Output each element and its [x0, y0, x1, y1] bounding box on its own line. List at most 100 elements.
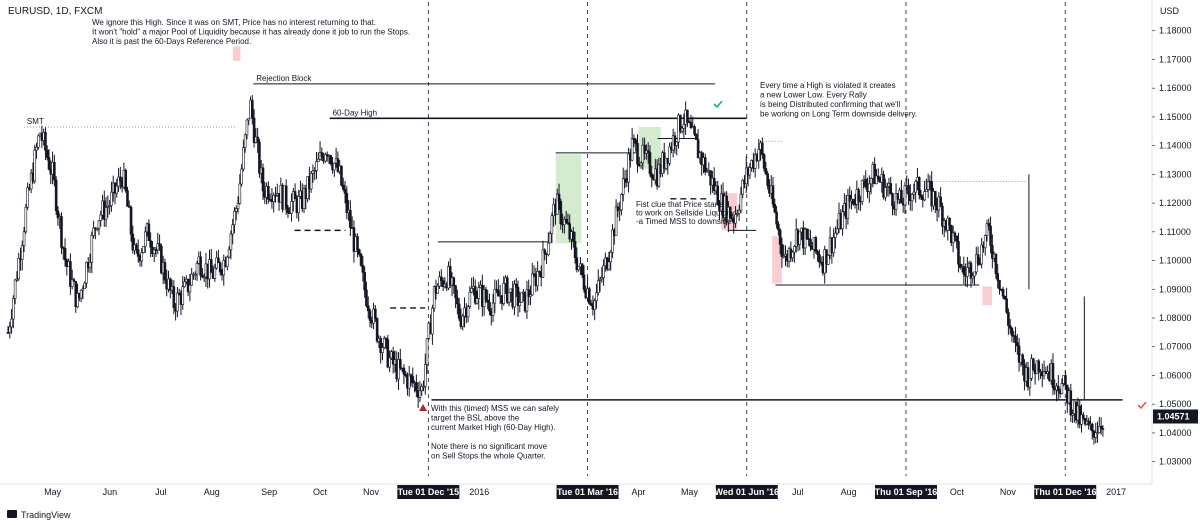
- price-tick-label: 1.07000: [1159, 342, 1192, 352]
- candle-body: [566, 222, 570, 224]
- candle-body: [95, 227, 99, 230]
- candle-body: [124, 170, 127, 191]
- candle-body: [971, 275, 975, 279]
- check-icon: [713, 100, 723, 109]
- candle-body: [809, 238, 812, 247]
- candle-body: [757, 149, 761, 162]
- candle-body: [559, 201, 563, 225]
- candle-body: [525, 289, 529, 312]
- date-marker-label: Tue 01 Dec '15: [398, 487, 460, 497]
- candle-body: [994, 253, 998, 274]
- candle-body: [83, 282, 86, 290]
- candle-body: [571, 231, 575, 242]
- last-price-label: 1.04571: [1157, 412, 1190, 422]
- candle-body: [176, 292, 179, 312]
- candle-body: [846, 194, 850, 219]
- candle-body: [550, 215, 554, 234]
- candle-body: [422, 385, 425, 388]
- candle-body: [983, 235, 987, 249]
- candle-body: [520, 292, 523, 303]
- candle-body: [675, 141, 679, 146]
- candle-body: [92, 227, 95, 236]
- candle-body: [493, 288, 497, 304]
- candle-body: [44, 132, 47, 151]
- candle-body: [56, 210, 60, 219]
- annotation-mid-note: to work on Sellside Liquidity: [636, 209, 735, 218]
- candle-body: [1101, 428, 1105, 430]
- candle-body: [160, 245, 163, 274]
- candle-body: [611, 229, 614, 253]
- candle-body: [177, 292, 181, 295]
- candle-body: [682, 124, 686, 129]
- candle-body: [753, 154, 757, 169]
- last-price-badge: [1153, 409, 1198, 424]
- candle-body: [497, 290, 500, 297]
- candle-body: [695, 133, 698, 140]
- candle-body: [627, 153, 630, 183]
- candle-body: [402, 367, 406, 375]
- candle-body: [748, 167, 752, 176]
- candle-body: [329, 155, 333, 165]
- candle-body: [90, 235, 94, 263]
- candle-body: [507, 291, 511, 303]
- candle-body: [819, 261, 823, 264]
- candle-body: [320, 152, 324, 158]
- candle-body: [657, 164, 661, 187]
- candle-body: [891, 193, 894, 206]
- candle-body: [912, 191, 916, 195]
- candle-body: [798, 231, 802, 245]
- candle-body: [1010, 328, 1014, 336]
- time-axis[interactable]: May Jun Jul Aug Sep Oct Nov 2016 Apr May Jul Aug Oct…: [0, 483, 1152, 499]
- candle-body: [882, 174, 885, 198]
- candle-body: [381, 347, 384, 353]
- candle-body: [411, 376, 415, 384]
- candle-body: [998, 279, 1001, 290]
- candle-body: [864, 178, 868, 187]
- candle-body: [158, 243, 161, 247]
- price-tick-label: 1.18000: [1159, 26, 1192, 36]
- candle-body: [431, 307, 434, 335]
- candle-body: [782, 255, 786, 258]
- candle-body: [1028, 378, 1032, 388]
- candle-body: [397, 359, 400, 380]
- candle-body: [826, 255, 830, 265]
- candle-body: [791, 251, 794, 259]
- candle-body: [835, 228, 839, 234]
- candle-body: [97, 220, 101, 229]
- time-tick-label: Nov: [363, 487, 380, 497]
- price-tick-label: 1.09000: [1159, 284, 1192, 294]
- price-axis[interactable]: USD 1.18000 1.17000 1.16000 1.15000 1.14000 1.…: [1151, 0, 1198, 484]
- candle-body: [238, 183, 242, 204]
- annotation-bottom-note: on Sell Stops the whole Quarter.: [431, 452, 546, 461]
- candle-body: [245, 119, 249, 136]
- candle-body: [728, 206, 732, 219]
- candle-body: [716, 185, 720, 206]
- candle-body: [1005, 298, 1008, 313]
- candle-body: [448, 266, 452, 286]
- candle-body: [958, 263, 962, 268]
- candle-body: [35, 146, 38, 151]
- candle-body: [1032, 358, 1035, 370]
- candle-body: [555, 193, 559, 215]
- candle-body: [361, 265, 365, 273]
- candle-body: [900, 189, 903, 204]
- candle-body: [976, 254, 980, 264]
- candle-body: [366, 305, 370, 312]
- tradingview-logo: TradingView: [7, 510, 71, 520]
- candle-body: [142, 246, 145, 253]
- candle-body: [149, 240, 152, 248]
- candle-body: [686, 109, 689, 122]
- candle-body: [1003, 295, 1007, 300]
- arrow-up-icon: [419, 404, 427, 411]
- candle-body: [736, 213, 739, 215]
- candle-body: [473, 286, 477, 304]
- candle-body: [907, 185, 910, 195]
- time-tick-label: 2017: [1106, 487, 1126, 497]
- candle-body: [873, 163, 876, 185]
- candle-body: [848, 194, 851, 202]
- candlestick-series: [6, 95, 1105, 445]
- candle-body: [573, 241, 577, 258]
- annotation-top-note: Also it is past the 60-Days Reference Pe…: [92, 37, 251, 46]
- candle-body: [486, 299, 489, 303]
